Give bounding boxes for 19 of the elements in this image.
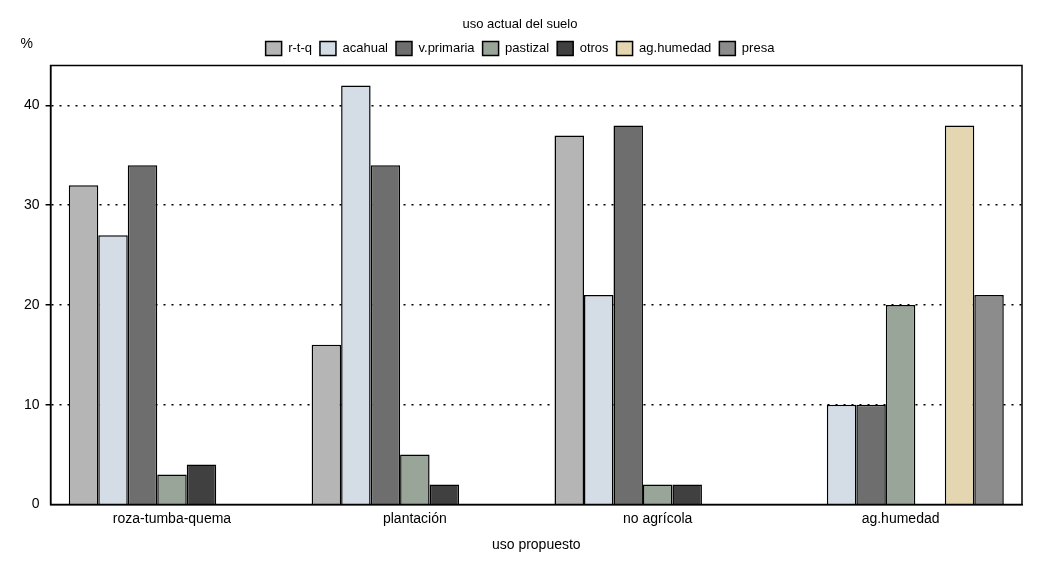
legend-label: v.primaria bbox=[418, 40, 476, 56]
y-tick-label: 20 bbox=[23, 295, 40, 312]
legend-label: otros bbox=[579, 40, 610, 56]
legend-label: presa bbox=[741, 40, 776, 56]
x-tick-label: plantación bbox=[382, 509, 447, 526]
legend-label: r-t-q bbox=[288, 40, 312, 56]
y-tick-label: 30 bbox=[23, 196, 40, 213]
legend-label: pastizal bbox=[505, 40, 550, 56]
x-axis-title: uso propuesto bbox=[491, 536, 581, 553]
legend-label: ag.humedad bbox=[639, 40, 712, 56]
legend-title: uso actual del suelo bbox=[462, 16, 578, 32]
x-tick-label: ag.humedad bbox=[861, 509, 940, 526]
x-tick-label: no agrícola bbox=[623, 509, 693, 526]
y-tick-label: 0 bbox=[31, 495, 40, 512]
x-tick-label: roza-tumba-quema bbox=[112, 509, 232, 526]
legend-label: acahual bbox=[342, 40, 389, 56]
y-tick-label: 40 bbox=[23, 96, 40, 113]
y-tick-label: 10 bbox=[23, 395, 40, 412]
y-axis-title: % bbox=[20, 35, 34, 52]
